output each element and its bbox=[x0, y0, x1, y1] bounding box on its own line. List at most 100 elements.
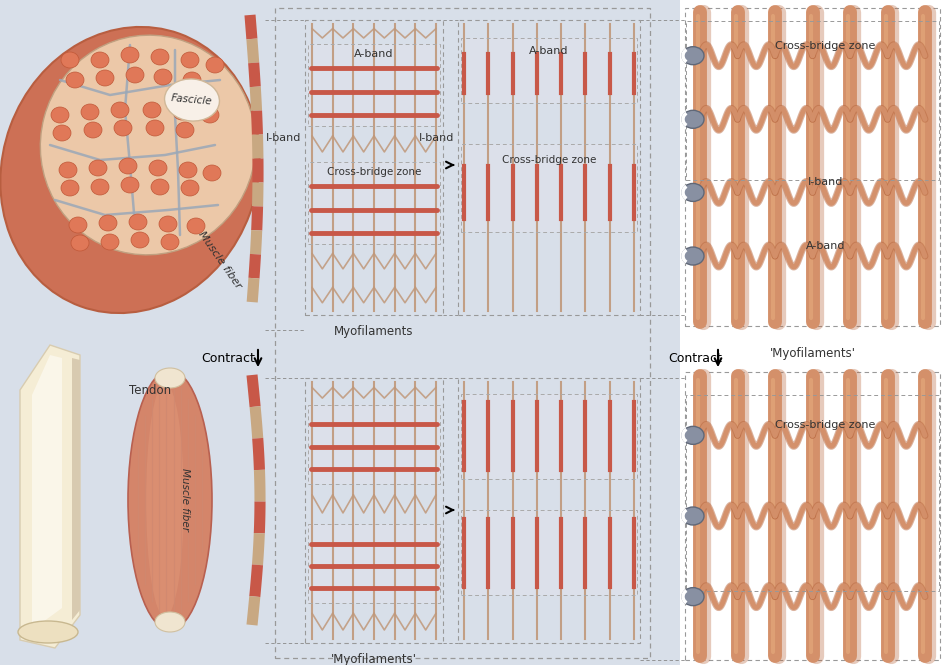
Ellipse shape bbox=[682, 110, 704, 128]
Text: I-band: I-band bbox=[807, 178, 843, 188]
Ellipse shape bbox=[61, 180, 79, 196]
Ellipse shape bbox=[682, 507, 704, 525]
Bar bbox=[308, 524, 440, 603]
Bar bbox=[461, 394, 637, 479]
Ellipse shape bbox=[61, 52, 79, 68]
Ellipse shape bbox=[84, 122, 102, 138]
Text: Muscle fiber: Muscle fiber bbox=[180, 469, 190, 531]
Ellipse shape bbox=[59, 162, 77, 178]
Text: 'Myofilaments': 'Myofilaments' bbox=[769, 348, 855, 360]
Ellipse shape bbox=[201, 107, 219, 123]
Ellipse shape bbox=[151, 179, 169, 195]
Text: Cross-bridge zone: Cross-bridge zone bbox=[775, 41, 875, 51]
Bar bbox=[461, 511, 637, 595]
Ellipse shape bbox=[206, 57, 224, 73]
Bar bbox=[461, 511, 637, 595]
Text: Cross-bridge zone: Cross-bridge zone bbox=[502, 155, 596, 165]
Ellipse shape bbox=[91, 52, 109, 68]
Bar bbox=[461, 38, 637, 102]
Text: A-band: A-band bbox=[355, 49, 394, 59]
Text: Cross-bridge zone: Cross-bridge zone bbox=[327, 166, 422, 176]
Ellipse shape bbox=[41, 35, 256, 255]
Bar bbox=[305, 20, 443, 315]
Ellipse shape bbox=[81, 104, 99, 120]
Ellipse shape bbox=[114, 120, 132, 136]
Text: A-band: A-band bbox=[529, 46, 569, 56]
Ellipse shape bbox=[183, 72, 201, 88]
Ellipse shape bbox=[66, 72, 84, 88]
Ellipse shape bbox=[131, 232, 149, 248]
Bar bbox=[461, 144, 637, 232]
Ellipse shape bbox=[154, 69, 172, 85]
Bar bbox=[308, 44, 440, 126]
Text: 'Myofilaments': 'Myofilaments' bbox=[331, 652, 417, 665]
Ellipse shape bbox=[203, 165, 221, 181]
Ellipse shape bbox=[126, 67, 144, 83]
Text: A-band: A-band bbox=[805, 241, 845, 251]
Bar bbox=[685, 372, 940, 660]
Ellipse shape bbox=[682, 184, 704, 201]
Bar bbox=[461, 394, 637, 479]
Ellipse shape bbox=[119, 158, 137, 174]
Bar bbox=[461, 38, 637, 102]
Ellipse shape bbox=[146, 120, 164, 136]
Bar bbox=[680, 0, 943, 665]
Ellipse shape bbox=[164, 79, 220, 121]
Ellipse shape bbox=[159, 216, 177, 232]
Ellipse shape bbox=[71, 235, 89, 251]
Ellipse shape bbox=[176, 122, 194, 138]
Bar bbox=[461, 144, 637, 232]
Ellipse shape bbox=[151, 49, 169, 65]
Ellipse shape bbox=[101, 234, 119, 250]
Text: I-band: I-band bbox=[419, 133, 454, 143]
Bar bbox=[686, 21, 939, 180]
Ellipse shape bbox=[91, 179, 109, 195]
Ellipse shape bbox=[18, 621, 78, 643]
Ellipse shape bbox=[682, 247, 704, 265]
Bar bbox=[308, 44, 440, 126]
Ellipse shape bbox=[53, 125, 71, 141]
Text: Tendon: Tendon bbox=[129, 384, 171, 396]
Ellipse shape bbox=[51, 107, 69, 123]
Ellipse shape bbox=[121, 47, 139, 63]
Ellipse shape bbox=[0, 27, 259, 313]
Ellipse shape bbox=[179, 162, 197, 178]
Bar bbox=[275, 8, 650, 658]
Ellipse shape bbox=[89, 160, 107, 176]
Bar bbox=[458, 20, 640, 315]
Ellipse shape bbox=[69, 217, 87, 233]
Bar bbox=[308, 404, 440, 484]
Text: Contract: Contract bbox=[201, 352, 255, 364]
Text: I-band: I-band bbox=[266, 133, 301, 143]
Ellipse shape bbox=[682, 47, 704, 65]
Bar bbox=[0, 0, 680, 665]
Ellipse shape bbox=[173, 104, 191, 120]
Text: Fascicle: Fascicle bbox=[171, 93, 213, 107]
Ellipse shape bbox=[146, 383, 184, 617]
Bar bbox=[308, 404, 440, 484]
Ellipse shape bbox=[682, 588, 704, 606]
Ellipse shape bbox=[181, 52, 199, 68]
Ellipse shape bbox=[121, 177, 139, 193]
Ellipse shape bbox=[129, 214, 147, 230]
Ellipse shape bbox=[155, 368, 185, 388]
Ellipse shape bbox=[99, 215, 117, 231]
Ellipse shape bbox=[149, 160, 167, 176]
Bar bbox=[686, 395, 939, 591]
Text: Cross-bridge zone: Cross-bridge zone bbox=[775, 420, 875, 430]
Text: Myofilaments: Myofilaments bbox=[334, 325, 414, 338]
Bar bbox=[458, 378, 640, 643]
Bar bbox=[308, 162, 440, 244]
Text: Contract: Contract bbox=[668, 352, 722, 364]
Text: Muscle fiber: Muscle fiber bbox=[196, 229, 243, 291]
Bar bbox=[685, 8, 940, 326]
Bar bbox=[305, 378, 443, 643]
Ellipse shape bbox=[187, 218, 205, 234]
Polygon shape bbox=[32, 355, 62, 630]
Ellipse shape bbox=[111, 102, 129, 118]
Ellipse shape bbox=[155, 612, 185, 632]
Bar bbox=[308, 524, 440, 603]
Bar bbox=[308, 162, 440, 244]
Ellipse shape bbox=[682, 426, 704, 444]
Ellipse shape bbox=[96, 70, 114, 86]
